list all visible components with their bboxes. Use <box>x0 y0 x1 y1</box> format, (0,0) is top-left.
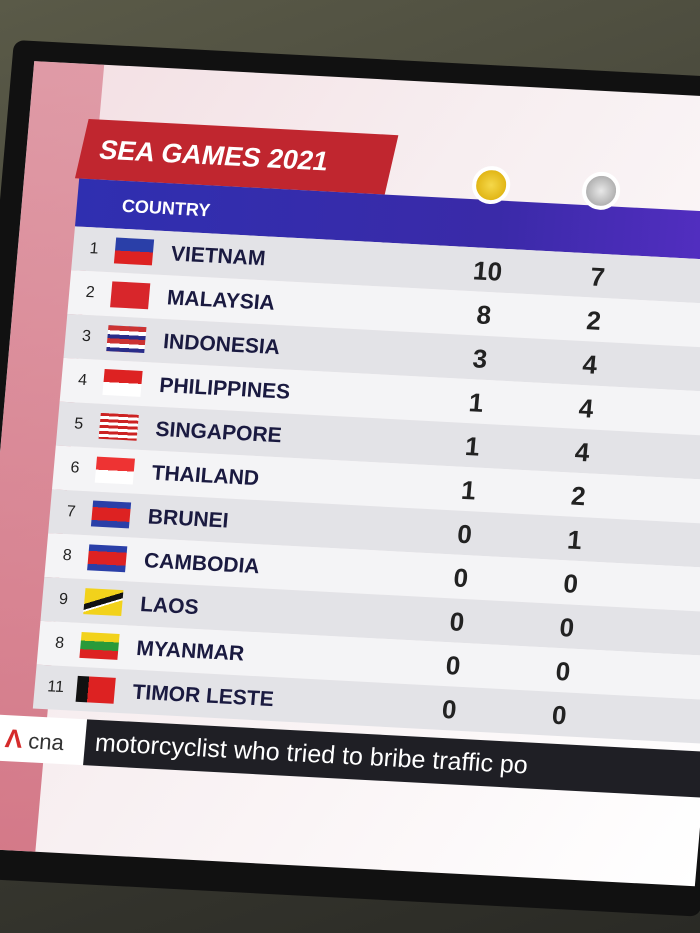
rank: 1 <box>88 240 100 258</box>
gold-count: 10 <box>471 255 504 287</box>
silver-count: 7 <box>589 261 607 293</box>
country-name: INDONESIA <box>162 330 281 360</box>
country-name: MYANMAR <box>135 636 246 666</box>
silver-count: 0 <box>550 699 568 731</box>
gold-count: 0 <box>444 650 462 681</box>
silver-count: 4 <box>573 436 591 468</box>
country-name: LAOS <box>139 593 200 620</box>
silver-count: 2 <box>585 305 603 336</box>
flag-icon <box>94 456 135 485</box>
flag-icon <box>106 325 147 354</box>
gold-count: 0 <box>456 518 474 550</box>
flag-icon <box>87 544 128 573</box>
gold-count: 0 <box>440 693 458 725</box>
column-header: COUNTRY <box>121 195 212 221</box>
flag-icon <box>83 588 124 617</box>
rank: 8 <box>54 634 65 653</box>
medal-table: 1 VIETNAM 10 7 2 MALAYSIA 8 2 3 INDONESIA 3 4 4 PHILI… <box>32 226 700 746</box>
country-name: BRUNEI <box>146 505 230 533</box>
flag-icon <box>110 281 151 310</box>
screen: SEA GAMES 2021 COUNTRY 1 VIETNAM 10 7 2 MALAY… <box>0 61 700 887</box>
flag-icon <box>113 237 155 266</box>
silver-count: 4 <box>581 349 599 380</box>
silver-count: 0 <box>554 655 572 687</box>
flag-icon <box>75 675 116 704</box>
country-name: CAMBODIA <box>143 549 261 579</box>
country-name: PHILIPPINES <box>158 373 292 404</box>
silver-count: 4 <box>577 392 595 424</box>
gold-count: 1 <box>459 474 478 506</box>
rank: 7 <box>65 503 77 521</box>
gold-count: 3 <box>471 343 489 374</box>
channel-logo: Λ cna <box>3 723 65 756</box>
country-name: THAILAND <box>150 461 261 491</box>
gold-count: 0 <box>452 562 470 594</box>
country-name: TIMOR LESTE <box>131 680 275 712</box>
rank: 2 <box>85 283 96 302</box>
silver-count: 0 <box>562 568 580 599</box>
rank: 11 <box>46 678 65 697</box>
silver-medal-icon <box>580 170 622 211</box>
rank: 8 <box>62 546 73 565</box>
logo-text: cna <box>27 728 65 756</box>
rank: 5 <box>73 415 84 433</box>
silver-count: 1 <box>566 524 584 556</box>
silver-count: 0 <box>558 612 576 643</box>
country-name: VIETNAM <box>169 242 267 271</box>
rank: 9 <box>58 590 69 609</box>
gold-count: 8 <box>475 299 493 331</box>
silver-count: 2 <box>569 480 587 512</box>
gold-medal-icon <box>470 165 512 206</box>
country-name: MALAYSIA <box>166 286 276 315</box>
country-name: SINGAPORE <box>154 417 283 448</box>
gold-count: 1 <box>467 387 485 418</box>
gold-count: 0 <box>448 606 466 637</box>
rank: 6 <box>69 459 81 477</box>
rank: 3 <box>81 327 92 346</box>
flag-icon <box>90 500 132 529</box>
tv-bezel: SEA GAMES 2021 COUNTRY 1 VIETNAM 10 7 2 MALAY… <box>0 40 700 917</box>
flag-icon <box>102 368 143 397</box>
rank: 4 <box>77 371 88 390</box>
flag-icon <box>79 631 120 660</box>
gold-count: 1 <box>463 430 481 462</box>
flag-icon <box>98 412 139 441</box>
